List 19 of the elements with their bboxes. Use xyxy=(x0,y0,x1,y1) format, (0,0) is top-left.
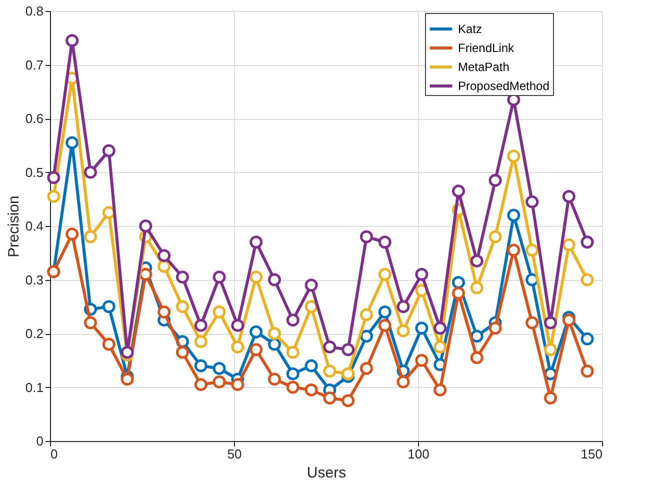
y-tick-label: 0 xyxy=(36,434,44,448)
y-tick-label: 0.7 xyxy=(25,57,44,72)
y-tick-label: 0.8 xyxy=(25,4,44,18)
legend-label: ProposedMethod xyxy=(458,79,550,93)
y-tick-label: 0.5 xyxy=(25,164,44,180)
x-tick-label: 100 xyxy=(408,446,430,462)
x-tick-label: 150 xyxy=(580,446,602,462)
x-axis-title: Users xyxy=(306,464,346,482)
y-tick-label: 0.6 xyxy=(25,111,44,126)
x-tick-label: 0 xyxy=(50,446,58,462)
y-tick-label: 0.4 xyxy=(25,218,44,234)
y-tick-label: 0.2 xyxy=(25,326,44,341)
legend-label: FriendLink xyxy=(458,41,516,55)
y-tick-label: 0.1 xyxy=(25,380,44,395)
legend-label: Katz xyxy=(458,22,482,36)
y-axis-title: Precision xyxy=(5,196,22,258)
legend-label: MetaPath xyxy=(458,60,510,74)
x-tick-label: 50 xyxy=(227,446,242,462)
y-tick-label: 0.3 xyxy=(25,272,44,288)
